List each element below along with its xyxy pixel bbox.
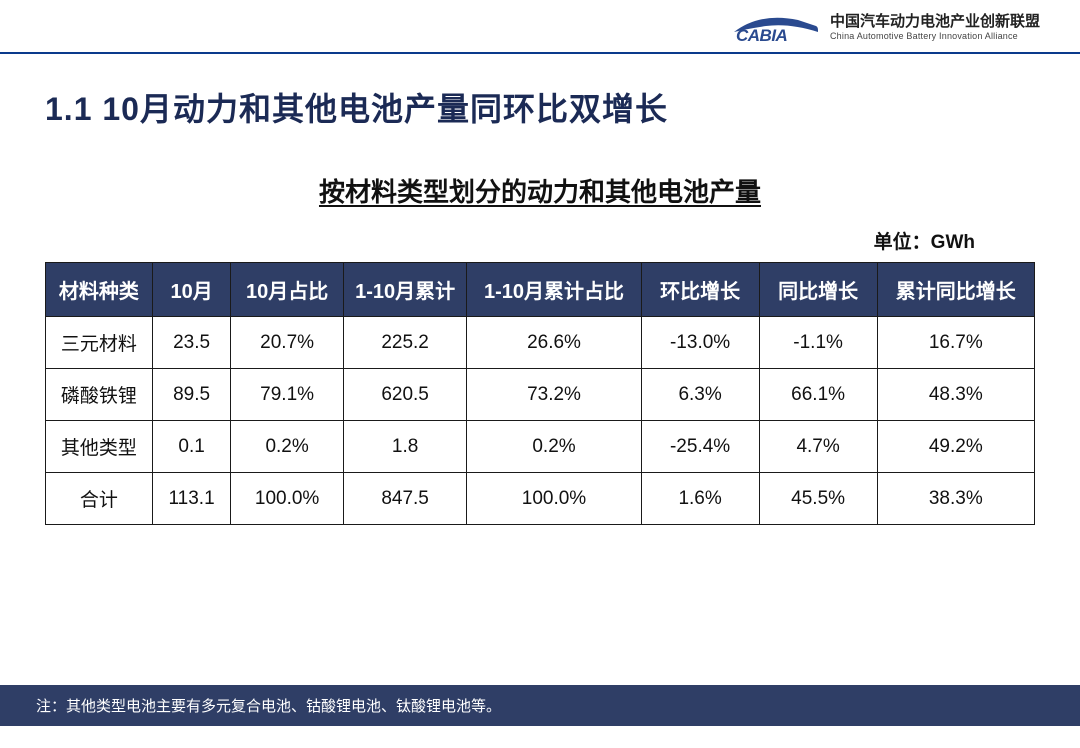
cell: 100.0% [467,473,641,525]
unit-label: 单位：GWh [45,227,1035,254]
cell: 1.6% [641,473,759,525]
cell: 23.5 [152,317,231,369]
cell: 45.5% [759,473,877,525]
logo-mark: CABIA [728,10,820,44]
cell: 0.1 [152,421,231,473]
col-header: 10月占比 [231,263,343,317]
cell: 100.0% [231,473,343,525]
org-name-en: China Automotive Battery Innovation Alli… [830,31,1040,42]
table-row: 三元材料 23.5 20.7% 225.2 26.6% -13.0% -1.1%… [46,317,1035,369]
table-row: 磷酸铁锂 89.5 79.1% 620.5 73.2% 6.3% 66.1% 4… [46,369,1035,421]
cell: 20.7% [231,317,343,369]
col-header: 累计同比增长 [877,263,1034,317]
cell: -1.1% [759,317,877,369]
col-header: 同比增长 [759,263,877,317]
cell: 其他类型 [46,421,153,473]
footnote-bar: 注：其他类型电池主要有多元复合电池、钴酸锂电池、钛酸锂电池等。 [0,685,1080,726]
cell: 113.1 [152,473,231,525]
col-header: 环比增长 [641,263,759,317]
page-title: 1.1 10月动力和其他电池产量同环比双增长 [45,84,1035,130]
cell: 225.2 [343,317,467,369]
table-body: 三元材料 23.5 20.7% 225.2 26.6% -13.0% -1.1%… [46,317,1035,525]
col-header: 1-10月累计 [343,263,467,317]
cell: 38.3% [877,473,1034,525]
cell: 0.2% [231,421,343,473]
production-table: 材料种类 10月 10月占比 1-10月累计 1-10月累计占比 环比增长 同比… [45,262,1035,525]
cell: 847.5 [343,473,467,525]
table-subtitle: 按材料类型划分的动力和其他电池产量 [45,172,1035,209]
cell: 89.5 [152,369,231,421]
col-header: 1-10月累计占比 [467,263,641,317]
org-name-block: 中国汽车动力电池产业创新联盟 China Automotive Battery … [830,13,1040,42]
cell: 49.2% [877,421,1034,473]
cell: 三元材料 [46,317,153,369]
table-row: 其他类型 0.1 0.2% 1.8 0.2% -25.4% 4.7% 49.2% [46,421,1035,473]
table-head: 材料种类 10月 10月占比 1-10月累计 1-10月累计占比 环比增长 同比… [46,263,1035,317]
footnote-text: 注：其他类型电池主要有多元复合电池、钴酸锂电池、钛酸锂电池等。 [36,698,501,715]
cell: -25.4% [641,421,759,473]
org-name-cn: 中国汽车动力电池产业创新联盟 [830,13,1040,31]
cell: 73.2% [467,369,641,421]
cell: 磷酸铁锂 [46,369,153,421]
cell: -13.0% [641,317,759,369]
cell: 26.6% [467,317,641,369]
table-row: 合计 113.1 100.0% 847.5 100.0% 1.6% 45.5% … [46,473,1035,525]
cell: 620.5 [343,369,467,421]
cell: 0.2% [467,421,641,473]
cell: 1.8 [343,421,467,473]
cell: 4.7% [759,421,877,473]
cell: 合计 [46,473,153,525]
col-header: 10月 [152,263,231,317]
page-header: CABIA 中国汽车动力电池产业创新联盟 China Automotive Ba… [0,0,1080,52]
cell: 6.3% [641,369,759,421]
cell: 16.7% [877,317,1034,369]
content-area: 1.1 10月动力和其他电池产量同环比双增长 按材料类型划分的动力和其他电池产量… [0,54,1080,525]
col-header: 材料种类 [46,263,153,317]
cell: 66.1% [759,369,877,421]
cell: 48.3% [877,369,1034,421]
cell: 79.1% [231,369,343,421]
logo-text: CABIA [736,26,788,44]
